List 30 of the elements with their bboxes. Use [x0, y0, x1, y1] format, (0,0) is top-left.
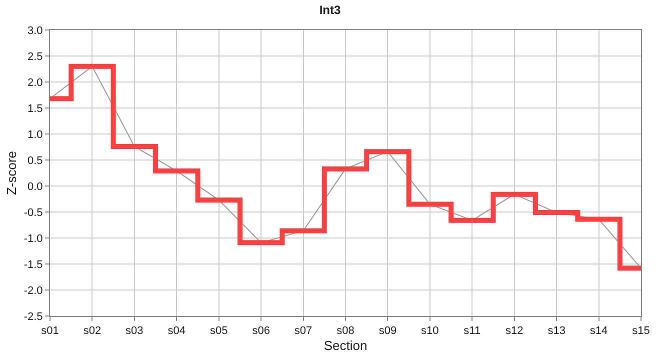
- y-tick-label: 1.0: [28, 128, 43, 141]
- y-tick-label: 3.0: [28, 24, 43, 37]
- x-tick-label: s13: [548, 325, 566, 338]
- y-tick-label: 0.5: [28, 154, 43, 167]
- y-tick-label: -2.5: [24, 310, 43, 323]
- y-tick-label: 2.5: [28, 50, 43, 63]
- y-axis-title: Z-score: [4, 150, 19, 196]
- x-axis-title: Section: [324, 338, 368, 353]
- x-tick-label: s03: [126, 325, 144, 338]
- y-tick-label: -2.0: [24, 284, 43, 297]
- x-tick-label: s08: [336, 325, 354, 338]
- x-tick-label: s04: [168, 325, 186, 338]
- x-tick-label: s06: [252, 325, 270, 338]
- x-tick-label: s01: [41, 325, 59, 338]
- y-tick-label: 1.5: [28, 102, 43, 115]
- y-tick-label: -1.5: [24, 258, 43, 271]
- x-tick-label: s11: [464, 325, 481, 338]
- x-tick-label: s07: [294, 325, 312, 338]
- y-tick-label: 0.0: [28, 180, 43, 193]
- chart-title: Int3: [319, 2, 341, 17]
- y-tick-label: 2.0: [28, 76, 43, 89]
- x-tick-label: s12: [505, 325, 524, 338]
- x-tick-label: s09: [378, 325, 397, 338]
- y-tick-label: -1.0: [24, 232, 43, 245]
- x-tick-label: s10: [421, 325, 439, 338]
- x-tick-label: s02: [83, 325, 102, 338]
- y-tick-label: -0.5: [24, 206, 43, 219]
- x-tick-label: s14: [590, 325, 608, 338]
- x-tick-label: s15: [632, 325, 650, 338]
- x-tick-label: s05: [210, 325, 228, 338]
